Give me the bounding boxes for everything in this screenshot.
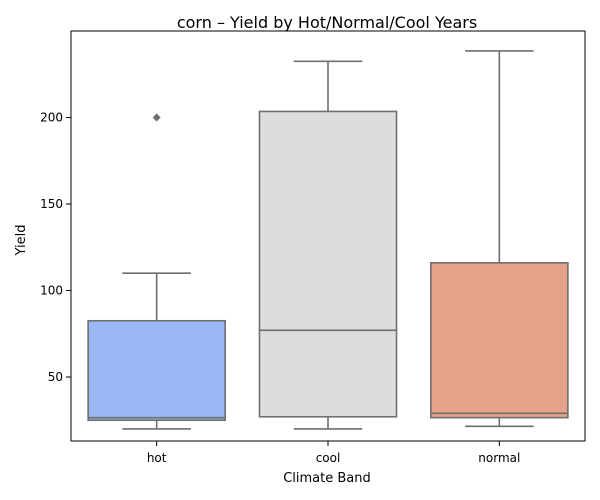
chart-title: corn – Yield by Hot/Normal/Cool Years bbox=[177, 13, 477, 32]
x-tick-label: hot bbox=[147, 451, 167, 465]
x-tick-label: cool bbox=[316, 451, 341, 465]
y-tick-label: 200 bbox=[40, 110, 63, 124]
box-hot bbox=[87, 319, 226, 422]
box-group-hot bbox=[87, 113, 226, 430]
y-axis-label: Yield bbox=[14, 225, 29, 257]
y-tick-label: 50 bbox=[48, 370, 63, 384]
boxes-layer bbox=[87, 50, 569, 430]
y-tick-label: 100 bbox=[40, 283, 63, 297]
y-tick-label: 150 bbox=[40, 197, 63, 211]
x-axis-label: Climate Band bbox=[283, 471, 371, 486]
box-normal bbox=[429, 262, 569, 419]
axes-layer: 50 100 150 200 hot cool normal bbox=[40, 30, 586, 465]
box-cool bbox=[258, 110, 398, 418]
outlier-point bbox=[152, 113, 161, 122]
box-group-normal bbox=[429, 50, 569, 428]
box-group-cool bbox=[258, 60, 398, 430]
x-tick-label: normal bbox=[478, 451, 520, 465]
